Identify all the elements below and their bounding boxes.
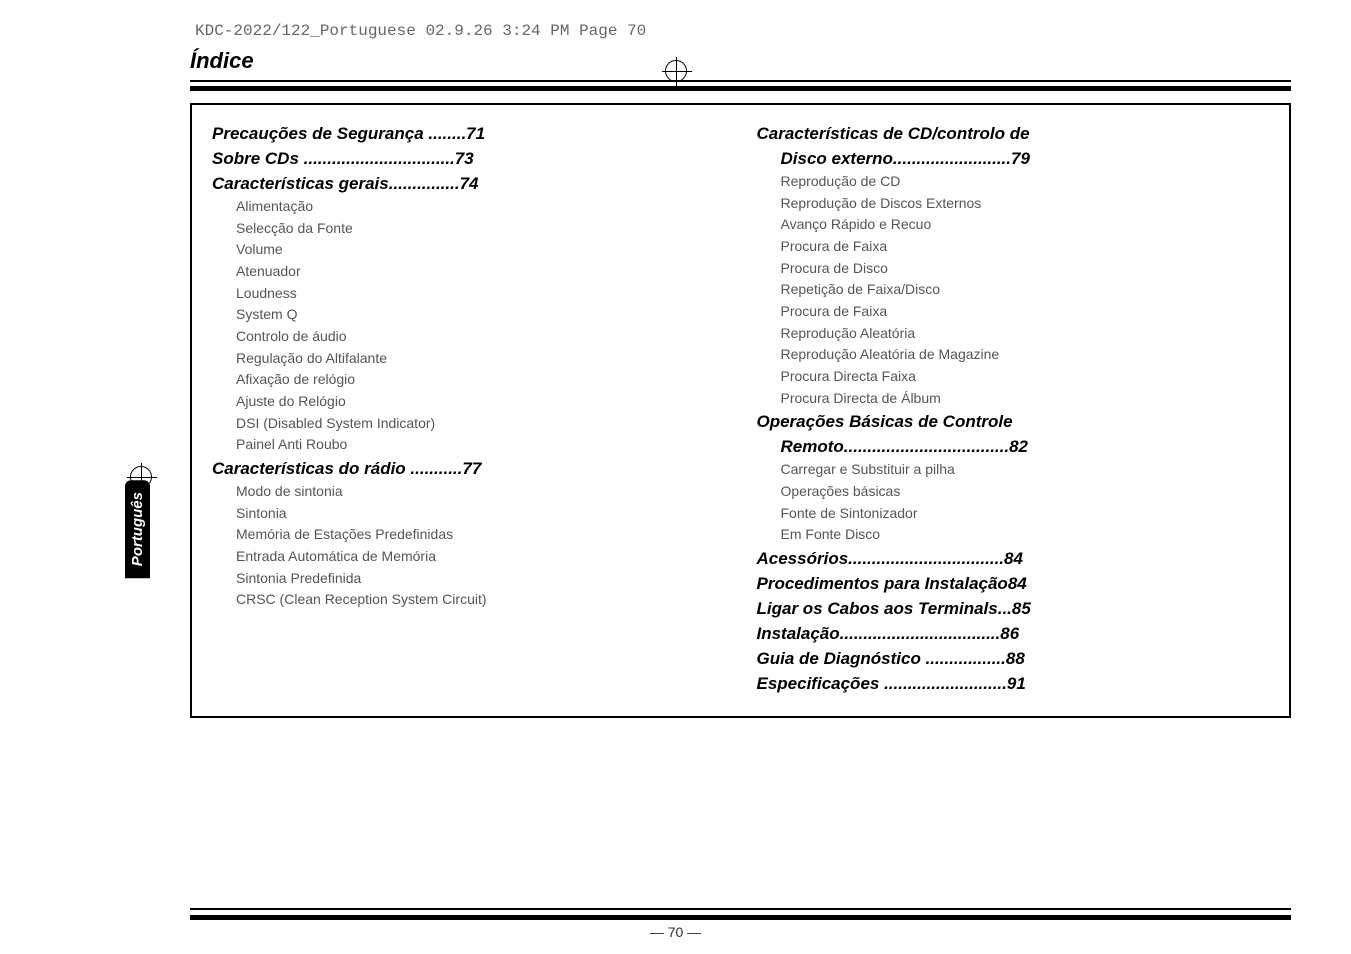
- toc-item: Modo de sintonia: [236, 481, 725, 503]
- toc-item: Reprodução Aleatória de Magazine: [781, 344, 1270, 366]
- toc-heading: Ligar os Cabos aos Terminals...85: [757, 598, 1270, 621]
- toc-item: Regulação do Altifalante: [236, 348, 725, 370]
- toc-heading-cont: Remoto..................................…: [781, 436, 1270, 459]
- meta-header-text: KDC-2022/122_Portuguese 02.9.26 3:24 PM …: [195, 22, 646, 40]
- footer-rule-thick: [190, 915, 1291, 920]
- toc-item: Memória de Estações Predefinidas: [236, 524, 725, 546]
- toc-heading: Guia de Diagnóstico .................88: [757, 648, 1270, 671]
- left-column: Precauções de Segurança ........71 Sobre…: [212, 121, 725, 696]
- toc-item: Avanço Rápido e Recuo: [781, 214, 1270, 236]
- toc-heading: Precauções de Segurança ........71: [212, 123, 725, 146]
- toc-item: CRSC (Clean Reception System Circuit): [236, 589, 725, 611]
- toc-item: Procura de Disco: [781, 258, 1270, 280]
- toc-item: Carregar e Substituir a pilha: [781, 459, 1270, 481]
- language-tab: Português: [125, 480, 150, 578]
- toc-item: Sintonia: [236, 503, 725, 525]
- toc-item: Volume: [236, 239, 725, 261]
- toc-item: Procura de Faixa: [781, 301, 1270, 323]
- toc-item: Procura Directa Faixa: [781, 366, 1270, 388]
- content-box: Precauções de Segurança ........71 Sobre…: [190, 103, 1291, 718]
- toc-item: Atenuador: [236, 261, 725, 283]
- toc-heading: Características de CD/controlo de: [757, 123, 1270, 146]
- toc-item: Reprodução de CD: [781, 171, 1270, 193]
- page-wrapper: Índice Precauções de Segurança ........7…: [190, 48, 1291, 906]
- toc-item: Fonte de Sintonizador: [781, 503, 1270, 525]
- toc-item: Painel Anti Roubo: [236, 434, 725, 456]
- footer-rule-thin: [190, 908, 1291, 910]
- toc-item: Ajuste do Relógio: [236, 391, 725, 413]
- toc-heading: Características gerais...............74: [212, 173, 725, 196]
- toc-item: Repetição de Faixa/Disco: [781, 279, 1270, 301]
- toc-item: Loudness: [236, 283, 725, 305]
- right-column: Características de CD/controlo de Disco …: [757, 121, 1270, 696]
- page-number: — 70 —: [650, 924, 701, 940]
- toc-item: Alimentação: [236, 196, 725, 218]
- toc-item: Afixação de relógio: [236, 369, 725, 391]
- toc-item: Selecção da Fonte: [236, 218, 725, 240]
- toc-item: Controlo de áudio: [236, 326, 725, 348]
- toc-heading: Operações Básicas de Controle: [757, 411, 1270, 434]
- toc-item: Procura Directa de Álbum: [781, 388, 1270, 410]
- toc-heading: Sobre CDs ..............................…: [212, 148, 725, 171]
- header-rule-thin: [190, 80, 1291, 82]
- header-rule-thick: [190, 86, 1291, 91]
- toc-item: Procura de Faixa: [781, 236, 1270, 258]
- toc-item: System Q: [236, 304, 725, 326]
- toc-heading: Especificações .........................…: [757, 673, 1270, 696]
- toc-item: Reprodução Aleatória: [781, 323, 1270, 345]
- toc-item: Reprodução de Discos Externos: [781, 193, 1270, 215]
- toc-item: Entrada Automática de Memória: [236, 546, 725, 568]
- toc-heading: Instalação..............................…: [757, 623, 1270, 646]
- toc-item: Sintonia Predefinida: [236, 568, 725, 590]
- toc-heading: Acessórios..............................…: [757, 548, 1270, 571]
- page-title: Índice: [190, 48, 1291, 74]
- toc-heading: Características do rádio ...........77: [212, 458, 725, 481]
- toc-item: Operações básicas: [781, 481, 1270, 503]
- toc-heading: Procedimentos para Instalação84: [757, 573, 1270, 596]
- toc-item: DSI (Disabled System Indicator): [236, 413, 725, 435]
- toc-heading-cont: Disco externo.........................79: [781, 148, 1270, 171]
- toc-item: Em Fonte Disco: [781, 524, 1270, 546]
